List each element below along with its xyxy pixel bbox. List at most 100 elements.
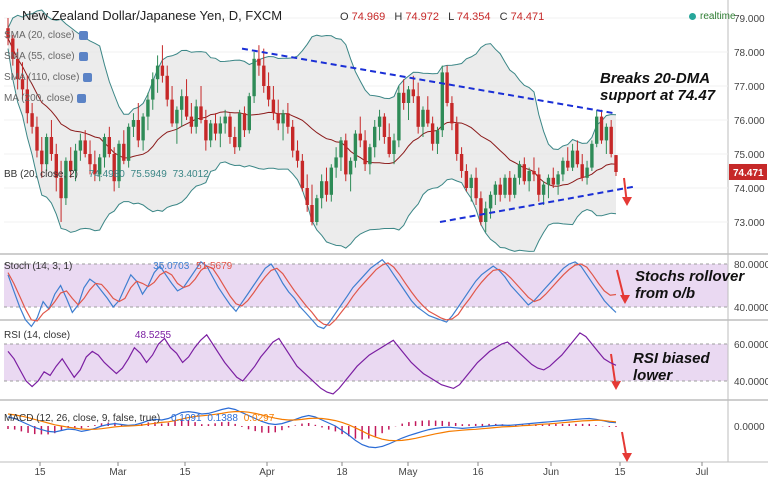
candle-body [397, 92, 401, 141]
candle-body [517, 164, 522, 178]
candle-body [426, 109, 430, 124]
pane-backgrounds [0, 0, 768, 463]
candle-body [136, 120, 140, 141]
candle-body [339, 140, 343, 158]
chart-title: New Zealand Dollar/Japanese Yen, D, FXCM [22, 8, 283, 23]
candle-body [175, 109, 179, 124]
macd-line [7, 407, 617, 449]
price-tick-label: 77.000 [734, 82, 765, 93]
candle-body [88, 154, 92, 165]
candle-body [570, 150, 575, 168]
candle-body [329, 167, 333, 195]
rsi-legend[interactable]: RSI (14, close) 48.5255 [4, 330, 171, 341]
annotation-breaks-20dma: Breaks 20-DMA support at 74.47 [600, 70, 716, 104]
annotation-arrow-price-head [622, 197, 632, 206]
candle-body [170, 99, 174, 124]
candle-body [266, 86, 271, 100]
candle-body [218, 123, 222, 134]
overlay-sma55-label: SMA (55, close) [4, 51, 75, 62]
overlay-sma20[interactable]: SMA (20, close) [4, 30, 88, 41]
time-tick-label: 15 [179, 467, 191, 478]
candle-body [276, 113, 280, 124]
price-tick-label: 78.000 [734, 48, 765, 59]
candle-body [271, 99, 276, 114]
overlay-ma200-label: MA (200, close) [4, 93, 74, 104]
candle-body [117, 143, 121, 182]
candle-body [257, 58, 261, 66]
candle-body [411, 89, 415, 97]
ohlc-high-value: 74.972 [405, 11, 440, 23]
candle-body [373, 126, 377, 148]
candle-body [522, 164, 526, 182]
candle-body [141, 116, 145, 141]
candle-body [363, 140, 367, 165]
ohlc-open-value: 74.969 [351, 11, 386, 23]
candle-body [209, 123, 213, 141]
ohlc-open-key: O [340, 11, 349, 23]
time-tick-label: 18 [336, 467, 348, 478]
candle-body [320, 181, 324, 199]
rsi-label: RSI (14, close) [4, 330, 71, 341]
macd-pane[interactable] [7, 407, 617, 449]
candle-body [295, 150, 300, 161]
price-tick-label: 76.000 [734, 116, 765, 127]
candle-body [30, 113, 34, 127]
stoch-pane[interactable] [4, 258, 728, 330]
candle-body [604, 126, 609, 141]
settings-icon[interactable] [77, 93, 87, 103]
candle-body [406, 89, 411, 103]
time-tick-label: 15 [34, 467, 46, 478]
candle-body [513, 177, 517, 195]
candle-body [377, 116, 382, 127]
candle-body [561, 160, 565, 175]
bb-upper-value: 75.5949 [130, 169, 167, 180]
annotation-arrow-stoch-head [620, 295, 630, 304]
rsi-pane[interactable] [4, 332, 728, 395]
stoch-legend[interactable]: Stoch (14, 3, 1) 35.0703 51.5679 [4, 261, 232, 272]
time-tick-label: Jul [696, 467, 709, 478]
bb-basis-value: 74.4980 [88, 169, 125, 180]
bollinger-band-fill [8, 10, 616, 252]
price-pane[interactable] [6, 9, 637, 462]
candle-body [479, 198, 483, 222]
candle-body [233, 137, 237, 148]
time-tick-label: Jun [543, 467, 559, 478]
candle-body [35, 126, 39, 151]
overlay-ma200[interactable]: MA (200, close) [4, 93, 87, 104]
ohlc-high-key: H [394, 11, 403, 23]
candle-body [262, 65, 266, 86]
last-price-label: 74.471 [733, 168, 764, 179]
macd-legend[interactable]: MACD (12, 26, close, 9, false, true) 0.1… [4, 413, 274, 424]
candle-body [392, 140, 396, 154]
overlay-sma110[interactable]: SMA (110, close) [4, 72, 93, 83]
candle-body [493, 184, 498, 195]
candle-body [305, 188, 309, 205]
candle-body [614, 155, 618, 172]
overlay-sma55[interactable]: SMA (55, close) [4, 51, 88, 62]
stoch-d-line [7, 262, 617, 326]
rsi-value: 48.5255 [134, 330, 172, 341]
settings-icon[interactable] [83, 72, 93, 82]
candle-body [228, 116, 232, 137]
candle-body [435, 130, 440, 144]
candle-body [160, 65, 165, 76]
settings-icon[interactable] [78, 30, 88, 40]
candle-body [430, 123, 435, 144]
candle-body [344, 140, 348, 175]
bb-legend[interactable]: BB (20, close, 2) 74.4980 75.5949 73.401… [4, 169, 209, 180]
stoch-label: Stoch (14, 3, 1) [4, 261, 73, 272]
candle-body [440, 72, 444, 131]
candle-body [599, 116, 604, 141]
candle-body [532, 171, 536, 175]
candle-body [204, 120, 208, 141]
settings-icon[interactable] [78, 51, 88, 61]
candle-body [556, 174, 560, 185]
candle-body [252, 58, 256, 97]
candle-body [155, 65, 160, 80]
candle-body [180, 96, 184, 110]
stoch-tick-label: 80.0000 [734, 260, 768, 271]
rsi-band [4, 344, 728, 381]
bb-label: BB (20, close, 2) [4, 169, 78, 180]
